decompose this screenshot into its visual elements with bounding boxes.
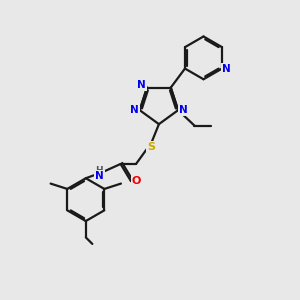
- Text: N: N: [137, 80, 146, 90]
- Text: N: N: [95, 172, 103, 182]
- Text: O: O: [132, 176, 141, 186]
- Text: N: N: [179, 105, 188, 115]
- Text: N: N: [222, 64, 231, 74]
- Text: H: H: [95, 166, 103, 175]
- Text: N: N: [130, 105, 139, 115]
- Text: S: S: [148, 142, 155, 152]
